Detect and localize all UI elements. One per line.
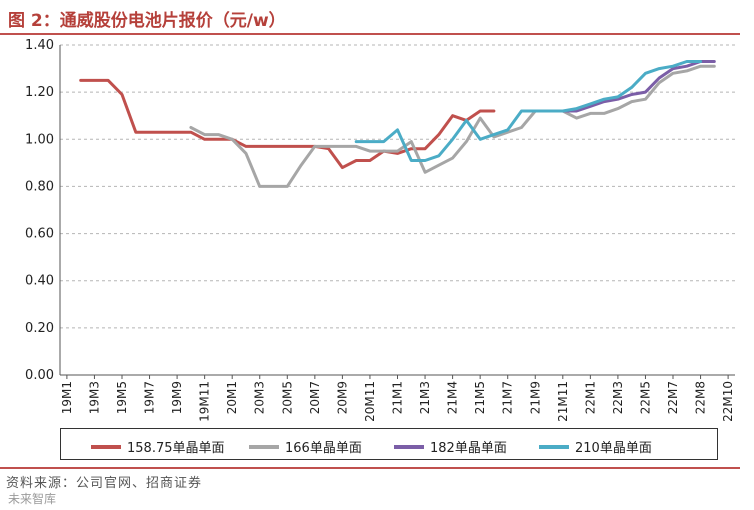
x-tick-label-17: 21M9 xyxy=(528,381,542,414)
source-note: 资料来源：公司官网、招商证券 xyxy=(6,476,203,491)
legend-item-158: 158.75单晶单面 xyxy=(91,437,225,456)
y-tick-label-4: 0.80 xyxy=(25,179,54,194)
watermark-text: 未来智库 xyxy=(8,492,57,506)
x-tick-label-5: 19M11 xyxy=(198,381,212,422)
legend-swatch-210 xyxy=(539,444,569,449)
legend-item-210: 210单晶单面 xyxy=(539,437,652,456)
x-tick-label-23: 22M8 xyxy=(694,381,708,414)
x-tick-label-6: 20M1 xyxy=(225,381,239,414)
x-tick-label-19: 22M1 xyxy=(583,381,597,414)
x-tick-label-11: 20M11 xyxy=(363,381,377,422)
y-tick-label-5: 1.00 xyxy=(25,132,54,147)
x-tick-label-21: 22M5 xyxy=(638,381,652,414)
page-title: 图 2：通威股份电池片报价（元/w） xyxy=(8,11,286,31)
y-tick-label-7: 1.40 xyxy=(25,38,54,53)
legend-swatch-158 xyxy=(91,444,121,449)
x-tick-label-8: 20M5 xyxy=(280,381,294,414)
legend-label-166: 166单晶单面 xyxy=(285,441,362,456)
legend-swatch-166 xyxy=(249,444,279,449)
legend-item-166: 166单晶单面 xyxy=(249,437,362,456)
x-tick-label-16: 21M7 xyxy=(501,381,515,414)
series-line-3 xyxy=(354,60,703,162)
x-tick-label-12: 21M1 xyxy=(391,381,405,414)
x-tick-label-13: 21M3 xyxy=(418,381,432,414)
series-line-2 xyxy=(547,60,716,113)
legend-item-182: 182单晶单面 xyxy=(394,437,507,456)
x-tick-label-14: 21M4 xyxy=(446,381,460,414)
x-tick-label-9: 20M7 xyxy=(308,381,322,414)
x-tick-label-24: 22M10 xyxy=(721,381,735,422)
x-tick-label-10: 20M9 xyxy=(335,381,349,414)
legend-label-182: 182单晶单面 xyxy=(430,441,507,456)
x-tick-label-4: 19M9 xyxy=(170,381,184,414)
series-line-0 xyxy=(79,78,496,170)
x-tick-label-1: 19M3 xyxy=(87,381,101,414)
series-line-1 xyxy=(189,64,716,188)
x-tick-label-22: 22M7 xyxy=(666,381,680,414)
y-tick-label-3: 0.60 xyxy=(25,227,54,242)
x-tick-label-18: 21M11 xyxy=(556,381,570,422)
y-tick-label-1: 0.20 xyxy=(25,321,54,336)
y-tick-label-6: 1.20 xyxy=(25,85,54,100)
x-tick-label-3: 19M7 xyxy=(143,381,157,414)
x-tick-label-15: 21M5 xyxy=(473,381,487,414)
legend: 158.75单晶单面 166单晶单面 182单晶单面 210单晶单面 xyxy=(60,428,718,460)
x-tick-label-20: 22M3 xyxy=(611,381,625,414)
legend-label-210: 210单晶单面 xyxy=(575,441,652,456)
legend-label-158: 158.75单晶单面 xyxy=(127,441,225,456)
legend-swatch-182 xyxy=(394,444,424,449)
y-tick-label-0: 0.00 xyxy=(25,368,54,383)
y-tick-label-2: 0.40 xyxy=(25,274,54,289)
bottom-divider xyxy=(0,467,740,469)
x-tick-label-2: 19M5 xyxy=(115,381,129,414)
top-divider xyxy=(0,33,740,35)
x-tick-label-0: 19M1 xyxy=(60,381,74,414)
x-tick-label-7: 20M3 xyxy=(253,381,267,414)
